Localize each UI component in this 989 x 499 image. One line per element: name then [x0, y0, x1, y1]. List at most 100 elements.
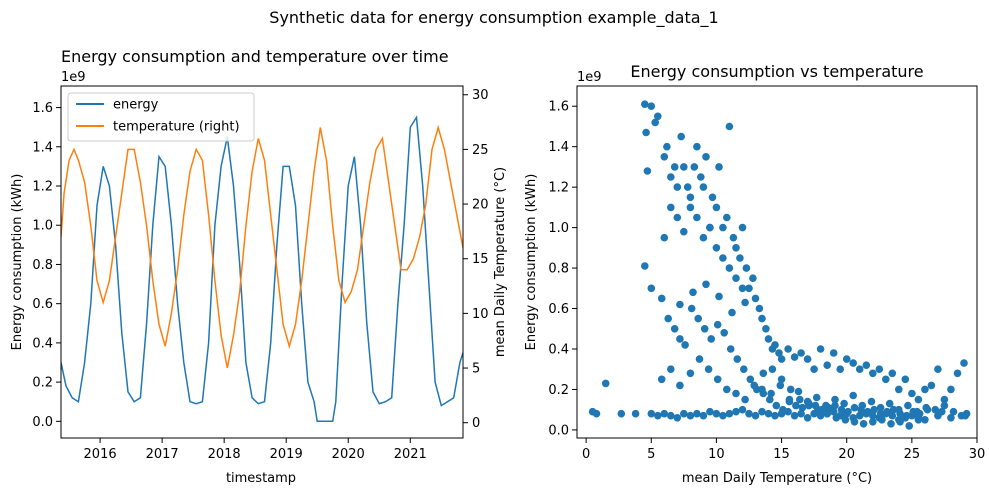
chart2-scatter-point — [947, 414, 955, 422]
chart2-scatter-point — [702, 280, 710, 289]
chart2-scatter-point — [831, 401, 839, 410]
chart2-scatter-point — [758, 314, 766, 323]
chart2-scatter-point — [720, 329, 728, 337]
chart2-scatter-point — [794, 387, 803, 396]
chart1-x-tick-label: 2020 — [332, 447, 365, 462]
chart1-y-tick-label: 1.6 — [32, 101, 53, 116]
chart2-scatter-point — [876, 409, 885, 418]
chart2-scatter-point — [728, 308, 736, 317]
chart2-scatter-point — [738, 405, 747, 414]
chart2-x-tick-label: 0 — [582, 447, 590, 462]
chart2-scatter-point — [859, 420, 868, 428]
chart2-scatter-point — [764, 335, 773, 343]
chart2-scatter-point — [863, 407, 872, 416]
chart2-y-tick-label: 0.6 — [548, 302, 569, 317]
chart1-y-tick-label: 0.0 — [32, 415, 53, 430]
chart2-scatter-point — [810, 365, 818, 374]
chart2-scatter-point — [904, 401, 912, 410]
chart2-scatter-point — [693, 142, 701, 151]
chart2-scatter-point — [686, 203, 695, 212]
chart1-x-tick-label: 2018 — [208, 447, 241, 462]
chart2-scatter-point — [777, 355, 786, 363]
chart1-y-right-tick-label: 10 — [472, 307, 489, 322]
figure-suptitle: Synthetic data for energy consumption ex… — [269, 8, 718, 28]
chart2-scatter-point — [741, 298, 749, 307]
chart2-scatter-point — [700, 325, 709, 333]
chart1-series-line-temperature-right- — [61, 124, 463, 369]
chart2-x-tick-label: 10 — [708, 447, 725, 462]
chart2-scatter-point — [888, 369, 897, 378]
chart2-scatter-point — [876, 403, 885, 412]
chart2-scatter-point — [849, 391, 857, 400]
chart2-scatter-point — [694, 314, 702, 323]
chart2-scatter-point — [680, 163, 688, 171]
chart2-scatter-point — [732, 389, 740, 398]
chart1-y-tick-label: 0.6 — [32, 297, 53, 312]
chart2-scatter-point — [797, 349, 805, 357]
chart2-scatter-point — [733, 355, 742, 363]
chart2-scatter-point — [732, 407, 740, 416]
chart2-scatter-point — [738, 284, 747, 293]
chart2-scatter-point — [889, 405, 898, 414]
chart2-scatter-point — [690, 163, 699, 171]
chart2-scatter-point — [901, 375, 910, 384]
chart2-scatter-point — [803, 414, 812, 422]
chart2-scatter-point — [719, 254, 727, 262]
chart2-scatter-point — [704, 365, 713, 374]
chart2-scatter-point — [676, 335, 684, 343]
chart2-scatter-point — [784, 345, 792, 353]
chart2-scatter-point — [657, 294, 666, 303]
chart2-scatter-point — [725, 409, 734, 418]
chart2-scatter-point — [664, 314, 672, 323]
chart2-scatter-point — [832, 414, 841, 422]
chart1-x-tick-label: 2019 — [270, 447, 303, 462]
chart2-scatter-point — [816, 345, 825, 353]
chart2-scatter-point — [908, 389, 916, 398]
chart2-title: Energy consumption vs temperature — [630, 62, 923, 81]
chart2-scatter-point — [725, 122, 734, 131]
chart-energy-vs-temperature: Energy consumption vs temperature 1e9 me… — [524, 62, 985, 486]
chart2-scatter-point — [931, 405, 940, 414]
chart2-y-tick-label: 0.2 — [548, 383, 569, 398]
chart2-scatter-point — [693, 213, 701, 222]
chart1-x-tick-label: 2017 — [146, 447, 179, 462]
chart2-scatter-point — [862, 361, 871, 370]
chart2-scatter-point — [667, 173, 675, 181]
chart2-scatter-point — [751, 411, 760, 420]
chart1-y-tick-label: 0.8 — [32, 258, 53, 273]
chart2-y-tick-label: 1.0 — [548, 221, 569, 236]
chart2-scatter-point — [822, 401, 830, 410]
chart2-scatter-point — [670, 325, 679, 333]
chart2-scatter-point — [812, 393, 821, 402]
chart2-scatter-point — [746, 375, 755, 384]
chart1-y-right-tick-label: 30 — [472, 88, 489, 103]
chart2-scatter-point — [651, 118, 659, 127]
chart2-scatter-point — [654, 112, 662, 121]
chart2-scatter-point — [660, 233, 669, 242]
chart1-y-right-tick-label: 15 — [472, 252, 489, 267]
chart2-scatter-point — [855, 365, 864, 374]
chart2-x-tick-label: 20 — [838, 447, 855, 462]
chart2-scatter-point — [878, 416, 886, 424]
chart2-scatter-point — [680, 227, 688, 236]
chart2-scatter-point — [895, 405, 903, 414]
chart2-scatter-point — [641, 262, 649, 270]
chart2-scatter-point — [695, 355, 704, 363]
chart2-scatter-point — [647, 102, 656, 110]
chart1-title: Energy consumption and temperature over … — [61, 47, 449, 66]
chart2-scatter-point — [850, 418, 859, 426]
chart2-scatter-point — [745, 284, 753, 293]
chart2-scatter-point — [745, 409, 753, 418]
chart2-scatter-point — [902, 411, 911, 420]
chart2-scatter-point — [686, 369, 695, 378]
chart2-scatter-point — [837, 405, 846, 414]
chart2-scatter-point — [905, 422, 913, 430]
chart2-scatter-point — [706, 407, 714, 416]
chart2-scatter-point — [940, 401, 949, 410]
chart2-scatter-point — [803, 355, 812, 363]
chart2-scatter-point — [676, 300, 684, 309]
chart2-y-tick-label: 1.6 — [548, 100, 569, 115]
chart2-scatter-point — [772, 401, 781, 410]
chart2-y-tick-label: 0.0 — [548, 423, 569, 438]
